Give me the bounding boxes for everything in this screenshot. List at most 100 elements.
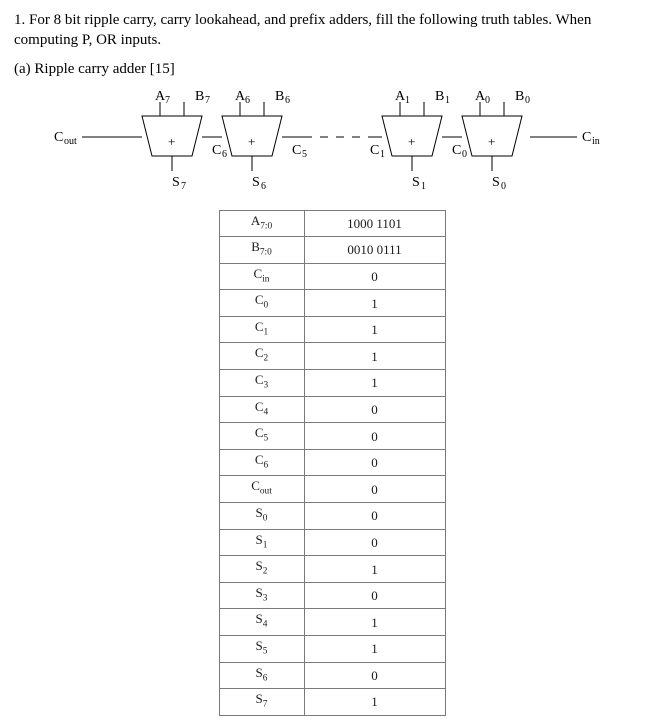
svg-text:0: 0 xyxy=(485,95,490,106)
svg-text:0: 0 xyxy=(501,181,506,191)
svg-text:1: 1 xyxy=(421,181,426,191)
svg-text:6: 6 xyxy=(285,95,290,106)
row-label: S0 xyxy=(219,503,304,530)
row-value: 1 xyxy=(304,290,445,317)
svg-text:7: 7 xyxy=(181,181,186,191)
svg-text:7: 7 xyxy=(165,95,170,106)
table-row: B7:00010 0111 xyxy=(219,237,445,264)
row-value: 0 xyxy=(304,582,445,609)
table-row: C11 xyxy=(219,316,445,343)
svg-text:5: 5 xyxy=(302,149,307,160)
svg-text:0: 0 xyxy=(462,149,467,160)
row-label: C6 xyxy=(219,449,304,476)
svg-text:C: C xyxy=(292,143,301,158)
row-label: C2 xyxy=(219,343,304,370)
row-value: 1 xyxy=(304,343,445,370)
row-value: 1 xyxy=(304,370,445,397)
row-value: 0 xyxy=(304,503,445,530)
table-row: C60 xyxy=(219,449,445,476)
table-row: S60 xyxy=(219,662,445,689)
subpart-label: (a) xyxy=(14,61,31,77)
svg-text:+: + xyxy=(408,134,415,149)
row-value: 0 xyxy=(304,449,445,476)
svg-text:S: S xyxy=(252,175,260,190)
row-label: S3 xyxy=(219,582,304,609)
row-label: S5 xyxy=(219,636,304,663)
svg-text:6: 6 xyxy=(261,181,266,191)
row-value: 1 xyxy=(304,636,445,663)
row-label: Cout xyxy=(219,476,304,503)
svg-text:B: B xyxy=(195,89,204,104)
table-row: C31 xyxy=(219,370,445,397)
truth-table: A7:01000 1101B7:00010 0111Cin0C01C11C21C… xyxy=(219,210,446,716)
table-row: Cout0 xyxy=(219,476,445,503)
table-row: C40 xyxy=(219,396,445,423)
svg-text:+: + xyxy=(168,134,175,149)
row-label: C0 xyxy=(219,290,304,317)
row-value: 1 xyxy=(304,609,445,636)
row-value: 0 xyxy=(304,662,445,689)
row-value: 0 xyxy=(304,529,445,556)
subpart-a: (a) Ripple carry adder [15] xyxy=(14,61,650,78)
row-label: S2 xyxy=(219,556,304,583)
svg-text:0: 0 xyxy=(525,95,530,106)
svg-text:B: B xyxy=(515,89,524,104)
row-value: 0 xyxy=(304,263,445,290)
svg-text:1: 1 xyxy=(445,95,450,106)
table-row: A7:01000 1101 xyxy=(219,210,445,237)
table-row: Cin0 xyxy=(219,263,445,290)
svg-text:C: C xyxy=(54,130,63,145)
row-label: C1 xyxy=(219,316,304,343)
ripple-carry-diagram: Cout Cin A7 B7 A6 B6 A1 B1 A0 B0 C6 C5 C… xyxy=(52,86,612,196)
table-row: S30 xyxy=(219,582,445,609)
question-number: 1. xyxy=(14,12,25,28)
row-label: C5 xyxy=(219,423,304,450)
row-label: Cin xyxy=(219,263,304,290)
svg-text:+: + xyxy=(488,134,495,149)
table-row: S10 xyxy=(219,529,445,556)
row-label: S1 xyxy=(219,529,304,556)
row-value: 1 xyxy=(304,316,445,343)
row-label: S7 xyxy=(219,689,304,716)
svg-text:B: B xyxy=(275,89,284,104)
svg-text:S: S xyxy=(492,175,500,190)
svg-text:7: 7 xyxy=(205,95,210,106)
table-row: S41 xyxy=(219,609,445,636)
svg-text:6: 6 xyxy=(222,149,227,160)
row-label: C4 xyxy=(219,396,304,423)
svg-text:+: + xyxy=(248,134,255,149)
table-row: C50 xyxy=(219,423,445,450)
svg-text:S: S xyxy=(412,175,420,190)
question-text: 1. For 8 bit ripple carry, carry lookahe… xyxy=(14,10,650,51)
svg-text:B: B xyxy=(435,89,444,104)
svg-text:1: 1 xyxy=(405,95,410,106)
row-label: S4 xyxy=(219,609,304,636)
svg-text:S: S xyxy=(172,175,180,190)
row-value: 0 xyxy=(304,476,445,503)
table-row: S21 xyxy=(219,556,445,583)
row-value: 1000 1101 xyxy=(304,210,445,237)
svg-text:in: in xyxy=(592,136,600,147)
svg-text:C: C xyxy=(212,143,221,158)
table-row: C21 xyxy=(219,343,445,370)
row-value: 0010 0111 xyxy=(304,237,445,264)
svg-text:C: C xyxy=(370,143,379,158)
row-value: 1 xyxy=(304,556,445,583)
question-body: For 8 bit ripple carry, carry lookahead,… xyxy=(14,12,591,48)
table-row: S00 xyxy=(219,503,445,530)
svg-text:C: C xyxy=(452,143,461,158)
svg-text:6: 6 xyxy=(245,95,250,106)
table-row: C01 xyxy=(219,290,445,317)
svg-text:out: out xyxy=(64,136,77,147)
row-label: C3 xyxy=(219,370,304,397)
row-label: S6 xyxy=(219,662,304,689)
subpart-text: Ripple carry adder [15] xyxy=(34,61,174,77)
row-value: 1 xyxy=(304,689,445,716)
row-label: B7:0 xyxy=(219,237,304,264)
table-row: S51 xyxy=(219,636,445,663)
svg-text:C: C xyxy=(582,130,591,145)
table-row: S71 xyxy=(219,689,445,716)
row-value: 0 xyxy=(304,396,445,423)
row-label: A7:0 xyxy=(219,210,304,237)
row-value: 0 xyxy=(304,423,445,450)
